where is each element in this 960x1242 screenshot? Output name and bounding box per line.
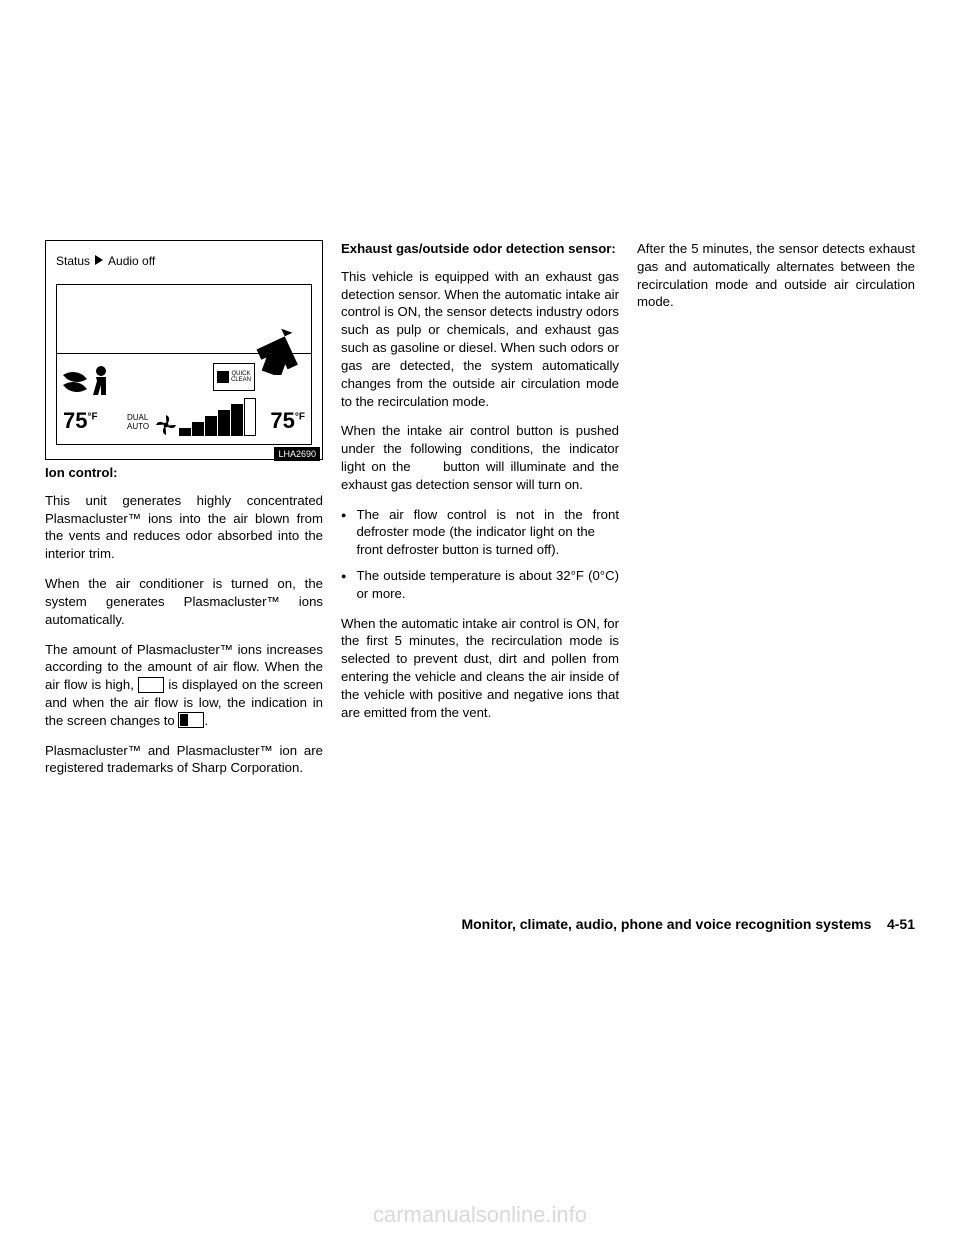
figure-body: QUICK CLEAN 75°F	[56, 285, 312, 445]
figure-code: LHA2690	[274, 447, 320, 461]
page-footer: Monitor, climate, audio, phone and voice…	[461, 916, 915, 932]
exhaust-heading: Exhaust gas/outside odor detection senso…	[341, 240, 619, 258]
clean-inline-icon	[178, 712, 204, 728]
arrow-icon	[255, 329, 301, 375]
b1a: The air flow control is not in the front…	[356, 507, 619, 540]
temp-right-value: 75	[270, 408, 294, 433]
footer-section: Monitor, climate, audio, phone and voice…	[461, 916, 871, 932]
b2-text: The outside temperature is about 32°F (0…	[356, 567, 619, 603]
col1-p3c: .	[204, 713, 208, 728]
col3-para1: After the 5 minutes, the sensor detects …	[637, 240, 915, 311]
col1-para3: The amount of Plasmacluster™ ions increa…	[45, 641, 323, 730]
temp-left-value: 75	[63, 408, 87, 433]
fan-icon	[155, 414, 177, 436]
clean-label: CLEAN	[231, 377, 251, 383]
status-label: Status	[56, 253, 90, 269]
quick-clean-inline-icon	[138, 677, 164, 693]
auto-label: AUTO	[127, 423, 149, 432]
temp-right-unit: °F	[295, 412, 305, 423]
climate-display-figure: Status Audio off QUICK CLEAN	[45, 240, 323, 460]
play-triangle-icon	[95, 255, 103, 265]
bullet-1: The air flow control is not in the front…	[341, 506, 619, 559]
column-2: Exhaust gas/outside odor detection senso…	[341, 240, 619, 789]
bullet-2: The outside temperature is about 32°F (0…	[341, 567, 619, 603]
col2-para1: This vehicle is equipped with an exhaust…	[341, 268, 619, 411]
dual-auto-label: DUAL AUTO	[127, 414, 149, 432]
col2-para2: When the intake air control button is pu…	[341, 422, 619, 493]
audio-label: Audio off	[108, 253, 155, 269]
column-3: After the 5 minutes, the sensor detects …	[637, 240, 915, 789]
temp-right: 75°F	[270, 406, 305, 436]
vent-mode-icon	[63, 365, 111, 397]
temp-left: 75°F	[63, 406, 98, 436]
watermark: carmanualsonline.info	[0, 1202, 960, 1228]
col2-bullets: The air flow control is not in the front…	[341, 506, 619, 603]
recirculation-icon	[417, 461, 437, 473]
column-1: Status Audio off QUICK CLEAN	[45, 240, 323, 789]
quick-clean-badge: QUICK CLEAN	[213, 363, 255, 391]
ion-control-heading: Ion control:	[45, 464, 323, 482]
figure-header: Status Audio off	[56, 251, 312, 285]
fan-speed-bars	[179, 398, 256, 436]
col1-para1: This unit generates highly concentrated …	[45, 492, 323, 563]
col1-para2: When the air conditioner is turned on, t…	[45, 575, 323, 628]
plasmacluster-icon	[217, 371, 229, 383]
col1-para4: Plasmacluster™ and Plasmacluster™ ion ar…	[45, 742, 323, 778]
b1b: front defroster button is turned off).	[356, 542, 559, 557]
defroster-icon	[599, 527, 619, 539]
temp-left-unit: °F	[87, 412, 97, 423]
col2-para3: When the automatic intake air control is…	[341, 615, 619, 722]
footer-page: 4-51	[887, 916, 915, 932]
